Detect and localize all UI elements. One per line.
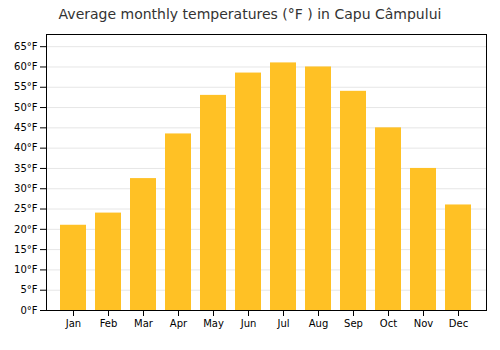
svg-text:Apr: Apr — [170, 318, 188, 329]
svg-text:Sep: Sep — [344, 318, 363, 329]
svg-text:35°F: 35°F — [14, 163, 38, 174]
svg-text:Jul: Jul — [276, 318, 289, 329]
svg-text:May: May — [203, 318, 224, 329]
svg-text:Mar: Mar — [134, 318, 154, 329]
svg-text:40°F: 40°F — [14, 142, 38, 153]
svg-text:5°F: 5°F — [20, 284, 37, 295]
svg-text:45°F: 45°F — [14, 122, 38, 133]
svg-text:15°F: 15°F — [14, 244, 38, 255]
svg-text:Jun: Jun — [240, 318, 257, 329]
svg-text:Nov: Nov — [414, 318, 434, 329]
svg-text:Dec: Dec — [449, 318, 468, 329]
svg-text:Jan: Jan — [65, 318, 81, 329]
svg-text:55°F: 55°F — [14, 81, 38, 92]
svg-text:0°F: 0°F — [20, 305, 37, 316]
html-text:Average monthly temperatures (: Average monthly temperatures (°F ) in Ca… — [58, 6, 442, 22]
svg-text:30°F: 30°F — [14, 183, 38, 194]
svg-text:20°F: 20°F — [14, 224, 38, 235]
svg-text:Feb: Feb — [100, 318, 118, 329]
svg-text:Aug: Aug — [309, 318, 329, 329]
svg-text:Oct: Oct — [380, 318, 397, 329]
svg-text:50°F: 50°F — [14, 102, 38, 113]
svg-text:10°F: 10°F — [14, 264, 38, 275]
svg-text:25°F: 25°F — [14, 203, 38, 214]
svg-text:60°F: 60°F — [14, 61, 38, 72]
svg-text:65°F: 65°F — [14, 41, 38, 52]
